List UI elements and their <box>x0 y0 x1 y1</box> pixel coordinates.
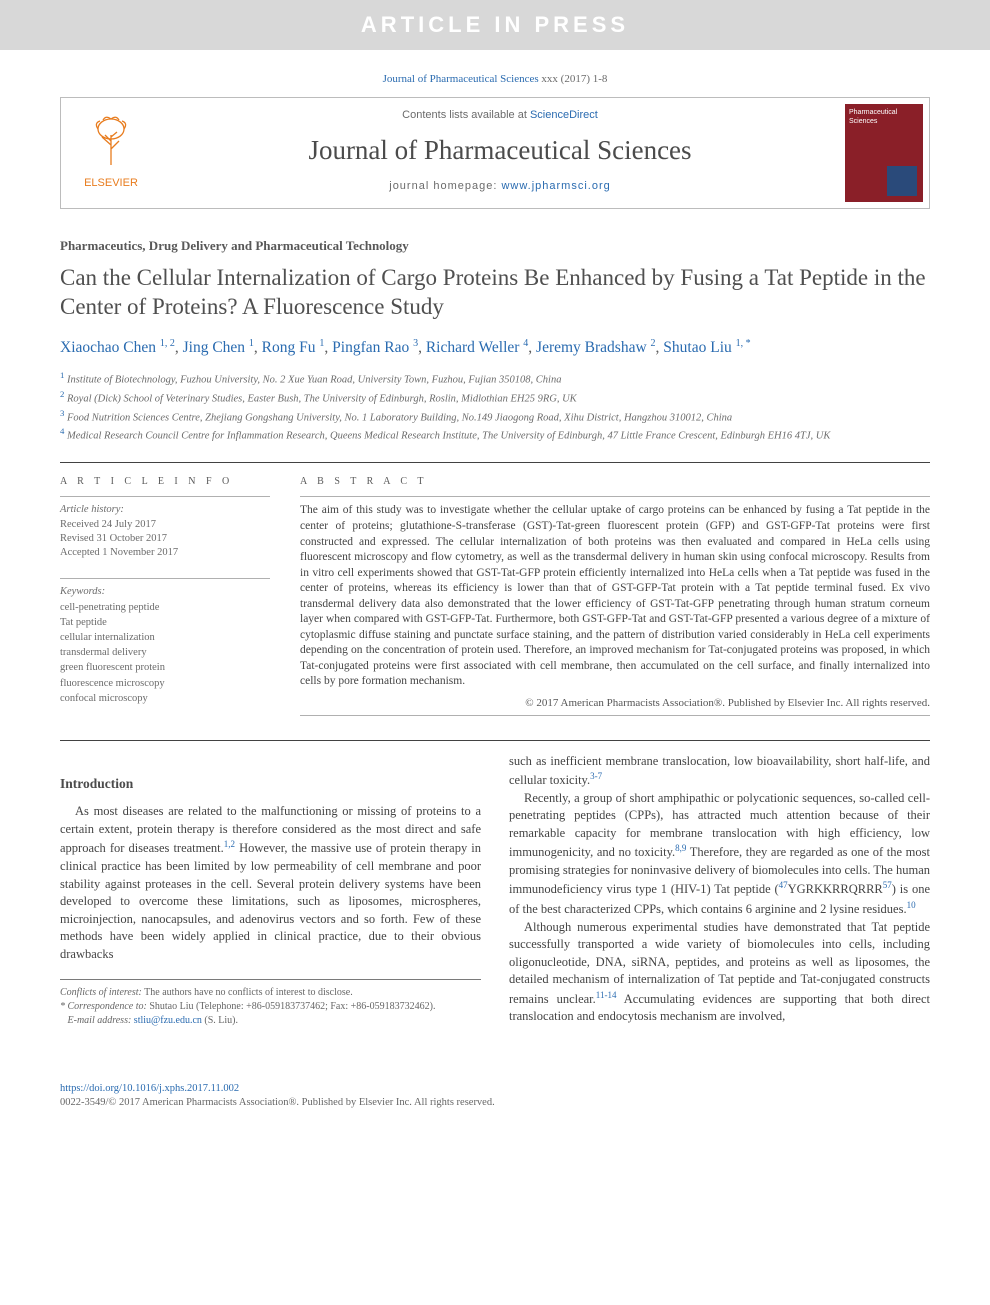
affiliation-2: 2 Royal (Dick) School of Veterinary Stud… <box>60 388 930 407</box>
history-accepted: Accepted 1 November 2017 <box>60 546 270 560</box>
abstract-column: A B S T R A C T The aim of this study wa… <box>300 475 930 722</box>
journal-header-box: ELSEVIER Contents lists available at Sci… <box>60 97 930 209</box>
cover-title: Pharmaceutical Sciences <box>849 108 919 127</box>
keyword: green fluorescent protein <box>60 660 270 675</box>
article-info-column: A R T I C L E I N F O Article history: R… <box>60 475 270 722</box>
article-history-label: Article history: <box>60 503 270 517</box>
elsevier-tree-icon <box>61 115 161 176</box>
author-7[interactable]: Shutao Liu <box>663 339 731 356</box>
sciencedirect-link[interactable]: ScienceDirect <box>530 109 598 121</box>
keywords-list: cell-penetrating peptide Tat peptide cel… <box>60 600 270 707</box>
abstract-text: The aim of this study was to investigate… <box>300 503 930 689</box>
journal-name: Journal of Pharmaceutical Sciences <box>161 126 839 174</box>
author-5[interactable]: Richard Weller <box>426 339 520 356</box>
author-4[interactable]: Pingfan Rao <box>332 339 409 356</box>
keyword: confocal microscopy <box>60 691 270 706</box>
author-1[interactable]: Xiaochao Chen <box>60 339 156 356</box>
issn-copyright: 0022-3549/© 2017 American Pharmacists As… <box>60 1096 930 1110</box>
affiliation-4: 4 Medical Research Council Centre for In… <box>60 425 930 444</box>
citation-line: Journal of Pharmaceutical Sciences xxx (… <box>0 50 990 97</box>
citation-ref[interactable]: 10 <box>907 900 916 910</box>
affiliation-3: 3 Food Nutrition Sciences Centre, Zhejia… <box>60 407 930 426</box>
divider <box>60 740 930 741</box>
author-affil-sup: 1, 2 <box>160 338 175 349</box>
keyword: fluorescence microscopy <box>60 676 270 691</box>
article-in-press-banner: ARTICLE IN PRESS <box>0 0 990 50</box>
keyword: Tat peptide <box>60 615 270 630</box>
page-footer: https://doi.org/10.1016/j.xphs.2017.11.0… <box>0 1082 990 1130</box>
author-affil-sup: 1 <box>319 338 324 349</box>
article-body: Introduction As most diseases are relate… <box>60 753 930 1029</box>
abstract-heading: A B S T R A C T <box>300 475 930 493</box>
citation-ref[interactable]: 1,2 <box>224 839 235 849</box>
body-paragraph: As most diseases are related to the malf… <box>60 803 481 963</box>
journal-cover-thumbnail: Pharmaceutical Sciences <box>845 104 923 202</box>
publisher-logo: ELSEVIER <box>61 115 161 191</box>
author-2[interactable]: Jing Chen <box>183 339 245 356</box>
body-paragraph: such as inefficient membrane translocati… <box>509 753 930 790</box>
homepage-line: journal homepage: www.jpharmsci.org <box>161 175 839 208</box>
contents-lists-line: Contents lists available at ScienceDirec… <box>161 98 839 127</box>
abstract-copyright: © 2017 American Pharmacists Association®… <box>300 696 930 711</box>
contents-prefix: Contents lists available at <box>402 109 530 121</box>
introduction-heading: Introduction <box>60 775 481 794</box>
article-info-heading: A R T I C L E I N F O <box>60 475 270 493</box>
citation-ref[interactable]: 11-14 <box>596 990 617 1000</box>
author-affil-sup: 1, * <box>736 338 751 349</box>
keywords-label: Keywords: <box>60 585 270 599</box>
conflicts-footnote: Conflicts of interest: The authors have … <box>60 986 481 1000</box>
article-title: Can the Cellular Internalization of Carg… <box>60 264 930 322</box>
keyword: cellular internalization <box>60 630 270 645</box>
cover-art-icon <box>887 166 917 196</box>
correspondence-footnote: * Correspondence to: Shutao Liu (Telepho… <box>60 1000 481 1014</box>
history-received: Received 24 July 2017 <box>60 518 270 532</box>
doi-link[interactable]: https://doi.org/10.1016/j.xphs.2017.11.0… <box>60 1083 239 1094</box>
author-list: Xiaochao Chen 1, 2, Jing Chen 1, Rong Fu… <box>60 336 930 359</box>
body-paragraph: Although numerous experimental studies h… <box>509 919 930 1026</box>
citation-rest: xxx (2017) 1-8 <box>541 73 607 85</box>
affiliations: 1 Institute of Biotechnology, Fuzhou Uni… <box>60 369 930 444</box>
homepage-label: journal homepage: <box>389 180 501 192</box>
footnote-block: Conflicts of interest: The authors have … <box>60 979 481 1028</box>
author-affil-sup: 1 <box>249 338 254 349</box>
citation-ref[interactable]: 3-7 <box>590 771 602 781</box>
affiliation-1: 1 Institute of Biotechnology, Fuzhou Uni… <box>60 369 930 388</box>
article-section-type: Pharmaceutics, Drug Delivery and Pharmac… <box>60 237 930 255</box>
divider <box>60 462 930 463</box>
author-affil-sup: 3 <box>413 338 418 349</box>
keyword: transdermal delivery <box>60 645 270 660</box>
publisher-name: ELSEVIER <box>61 176 161 191</box>
corresponding-email-link[interactable]: stliu@fzu.edu.cn <box>134 1015 202 1026</box>
body-paragraph: Recently, a group of short amphipathic o… <box>509 790 930 919</box>
citation-ref[interactable]: 8,9 <box>675 843 686 853</box>
history-revised: Revised 31 October 2017 <box>60 532 270 546</box>
author-3[interactable]: Rong Fu <box>262 339 316 356</box>
author-6[interactable]: Jeremy Bradshaw <box>536 339 647 356</box>
author-affil-sup: 4 <box>523 338 528 349</box>
homepage-url[interactable]: www.jpharmsci.org <box>501 180 610 192</box>
author-affil-sup: 2 <box>651 338 656 349</box>
citation-journal-link[interactable]: Journal of Pharmaceutical Sciences <box>383 73 539 85</box>
keyword: cell-penetrating peptide <box>60 600 270 615</box>
email-footnote: E-mail address: stliu@fzu.edu.cn (S. Liu… <box>60 1014 481 1028</box>
